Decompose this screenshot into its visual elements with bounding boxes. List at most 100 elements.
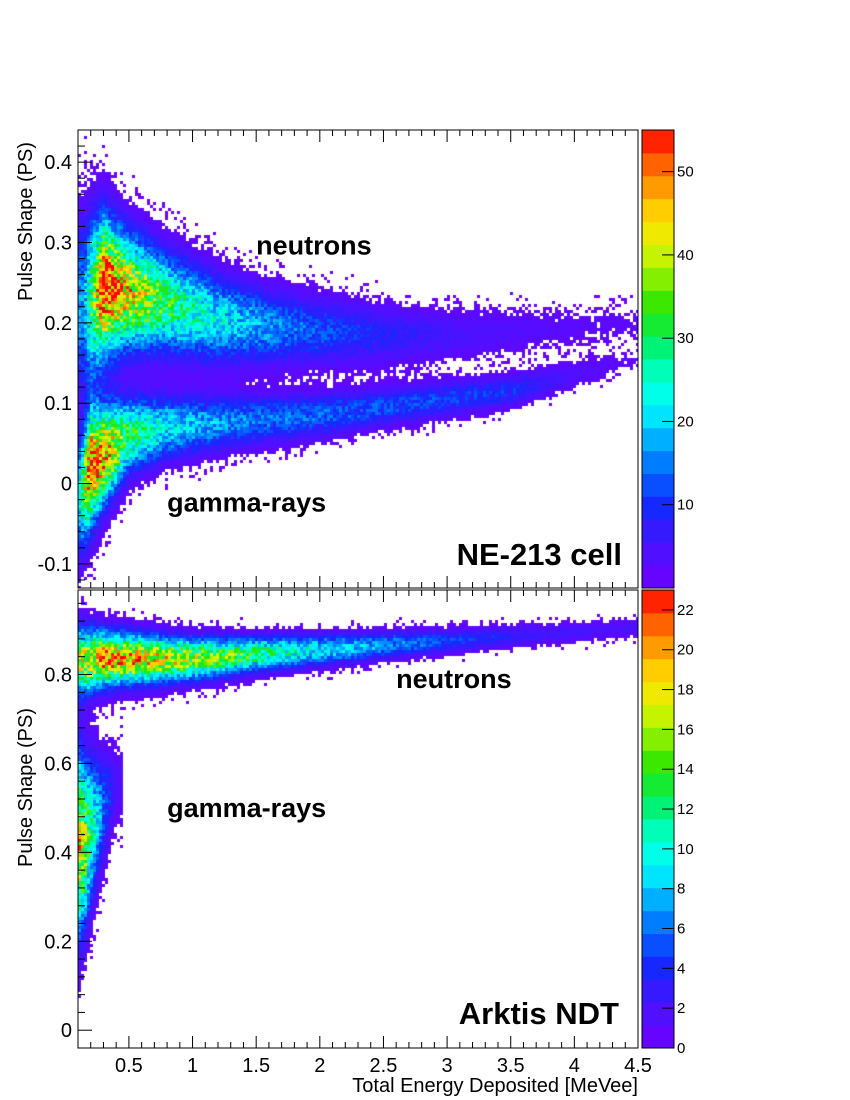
top-y-tick-labels: -0.1 0 0.1 0.2 0.3 0.4 xyxy=(38,152,72,576)
colorbar-band xyxy=(642,450,674,474)
colorbar-band xyxy=(642,887,674,912)
colorbar-tick-label: 8 xyxy=(677,881,685,898)
colorbar-tick-label: 12 xyxy=(677,801,694,818)
colorbar-tick-label: 10 xyxy=(677,841,694,858)
colorbar-band xyxy=(642,313,674,337)
colorbar-tick-label: 20 xyxy=(677,642,694,659)
colorbar-tick-label: 40 xyxy=(677,247,694,264)
colorbar-band xyxy=(642,864,674,889)
x-tick-label: 2.5 xyxy=(370,1055,398,1077)
colorbar-tick-label: 20 xyxy=(677,413,694,430)
heatmap-image xyxy=(78,130,638,588)
y-tick-label: 0.8 xyxy=(44,664,72,686)
top-y-axis-title: Pulse Shape (PS) xyxy=(15,142,37,301)
colorbar-tick-label: 6 xyxy=(677,921,685,938)
colorbar-tick-label: 0 xyxy=(677,1040,685,1057)
colorbar-band xyxy=(642,267,674,291)
bottom-colorbar: 0 2 4 6 8 10 12 14 16 18 20 22 xyxy=(641,589,694,1057)
colorbar-band xyxy=(642,290,674,314)
colorbar-tick-label: 30 xyxy=(677,330,694,347)
top-detector-label: NE-213 cell xyxy=(457,537,622,572)
colorbar-band xyxy=(642,565,674,589)
x-tick-label: 4 xyxy=(569,1055,580,1077)
colorbar-band xyxy=(642,473,674,497)
bottom-x-tick-labels: 0.5 1 1.5 2 2.5 3 3.5 4 4.5 xyxy=(115,1055,652,1077)
x-tick-label: 0.5 xyxy=(115,1055,143,1077)
x-tick-label: 1 xyxy=(187,1055,198,1077)
annotation-label: gamma-rays xyxy=(167,488,326,518)
y-tick-label: 0.1 xyxy=(44,393,72,415)
annotation-label: neutrons xyxy=(396,664,512,694)
x-tick-label: 3.5 xyxy=(497,1055,525,1077)
colorbar-band xyxy=(642,635,674,660)
colorbar-band xyxy=(642,244,674,268)
y-tick-label: 0.2 xyxy=(44,313,72,335)
x-axis-title: Total Energy Deposited [MeVee] xyxy=(352,1075,638,1097)
colorbar-band xyxy=(642,750,674,774)
colorbar-frame xyxy=(641,589,675,1049)
colorbar-band xyxy=(642,542,674,566)
colorbar-tick-label: 10 xyxy=(677,497,694,514)
colorbar-band xyxy=(642,221,674,245)
colorbar-band xyxy=(642,727,674,751)
annotation-label: gamma-rays xyxy=(167,793,326,823)
y-tick-label: 0.2 xyxy=(44,931,72,953)
top-x-ticks xyxy=(77,130,639,588)
colorbar-band xyxy=(642,152,674,177)
x-tick-label: 3 xyxy=(442,1055,453,1077)
colorbar-tick-label: 14 xyxy=(677,761,694,778)
colorbar-tick-label: 4 xyxy=(677,960,685,977)
annotation-label: neutrons xyxy=(256,231,372,261)
colorbar-tick-label: 18 xyxy=(677,682,694,699)
top-y-ticks xyxy=(78,129,92,581)
colorbar-band xyxy=(642,979,674,1003)
colorbar-tick-label: 50 xyxy=(677,164,694,181)
colorbar-band xyxy=(642,933,674,957)
top-panel: -0.1 0 0.1 0.2 0.3 0.4 neutrons gamma-rays NE-… xyxy=(15,129,694,589)
x-tick-label: 2 xyxy=(314,1055,325,1077)
x-tick-label: 1.5 xyxy=(242,1055,270,1077)
colorbar-band xyxy=(642,198,674,223)
bottom-detector-label: Arktis NDT xyxy=(459,996,619,1031)
colorbar-band xyxy=(642,359,674,383)
y-tick-label: 0.4 xyxy=(44,152,72,174)
colorbar-frame xyxy=(641,129,675,589)
colorbar-band xyxy=(642,175,674,200)
bottom-x-ticks xyxy=(77,590,639,1048)
colorbar-band xyxy=(642,1002,674,1026)
y-tick-label: 0 xyxy=(61,474,72,496)
top-annotations: neutrons gamma-rays xyxy=(167,231,372,518)
colorbar-band xyxy=(642,956,674,980)
y-tick-label: 0 xyxy=(61,1020,72,1042)
colorbar-band xyxy=(642,130,674,154)
bottom-annotations: neutrons gamma-rays xyxy=(167,664,512,823)
colorbar-tick-label: 22 xyxy=(677,602,694,619)
colorbar-band xyxy=(642,519,674,543)
bottom-panel: 0.5 1 1.5 2 2.5 3 3.5 4 4.5 0 0.2 0.4 0.6 0.8 neutro… xyxy=(15,589,694,1097)
colorbar-band xyxy=(642,1025,674,1049)
colorbar-band xyxy=(642,841,674,866)
colorbar-band xyxy=(642,590,674,614)
colorbar-band xyxy=(642,381,674,406)
y-tick-label: 0.4 xyxy=(44,842,72,864)
bottom-y-axis-title: Pulse Shape (PS) xyxy=(15,708,37,867)
colorbar-tick-label: 16 xyxy=(677,721,694,738)
y-tick-label: 0.6 xyxy=(44,753,72,775)
colorbar-band xyxy=(642,658,674,683)
heatmap-image xyxy=(78,590,638,1048)
colorbar-band xyxy=(642,819,674,843)
colorbar-band xyxy=(642,427,674,452)
colorbar-band xyxy=(642,612,674,637)
colorbar-band xyxy=(642,404,674,429)
colorbar-band xyxy=(642,496,674,520)
top-colorbar: 10 20 30 40 50 xyxy=(641,129,694,589)
colorbar-band xyxy=(642,773,674,797)
top-heatmap xyxy=(78,130,638,588)
y-tick-label: 0.3 xyxy=(44,232,72,254)
bottom-y-tick-labels: 0 0.2 0.4 0.6 0.8 xyxy=(44,664,72,1042)
x-tick-label: 4.5 xyxy=(624,1055,652,1077)
bottom-heatmap xyxy=(78,590,638,1048)
bottom-y-ticks xyxy=(78,602,92,1049)
colorbar-band xyxy=(642,681,674,705)
